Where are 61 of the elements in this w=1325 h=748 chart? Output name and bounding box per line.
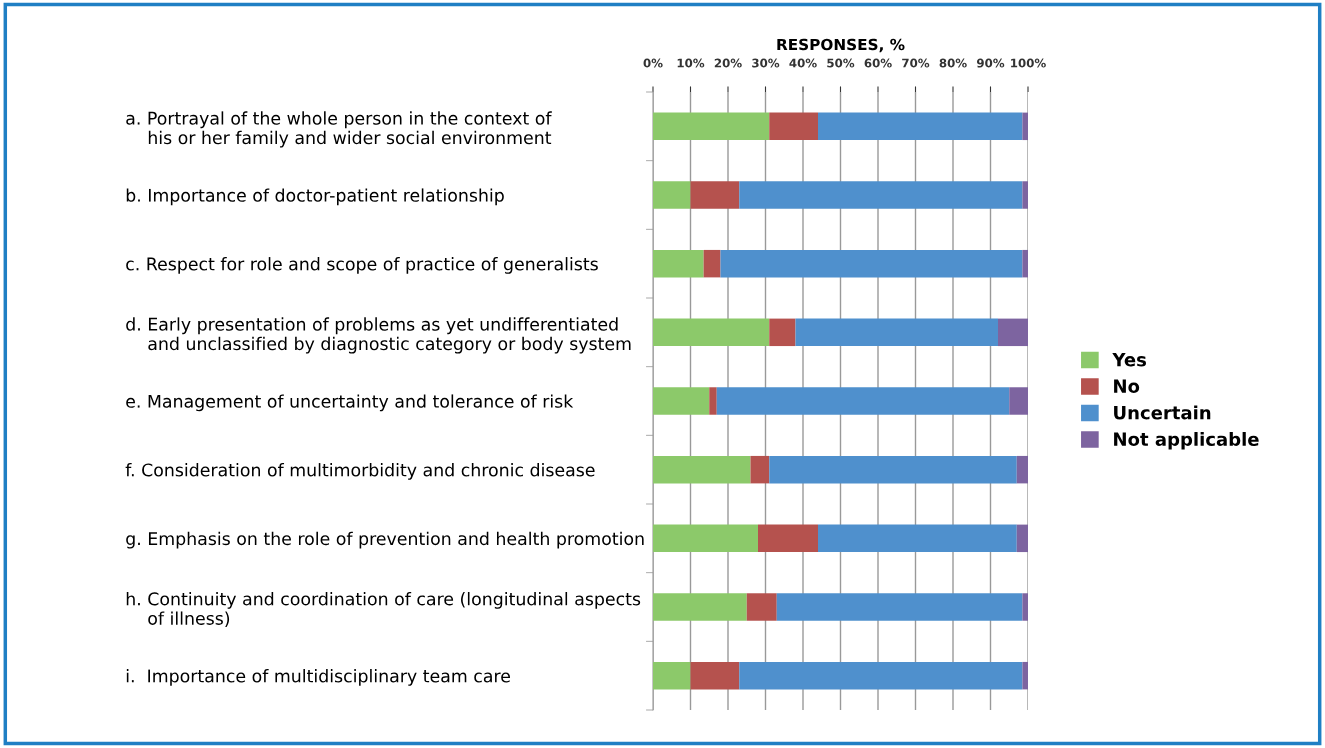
x-tick-label: 100% [1011, 58, 1046, 68]
bar [750, 455, 770, 484]
bar [1016, 524, 1028, 553]
bar [1022, 661, 1028, 690]
y-tick-label: i. Importance of multidisciplinary team care [126, 669, 510, 686]
x-tick-label: 60% [864, 58, 892, 68]
y-tick-label: d. Early presentation of problems as yet undifferentiated and unclassified by diagnostic category or body system [126, 317, 631, 354]
x-tick-label: 30% [752, 58, 780, 68]
bar [739, 661, 1023, 690]
y-tick-label: g. Emphasis on the role of prevention and health promotion [126, 531, 644, 549]
bar [769, 112, 818, 141]
bar [1022, 249, 1028, 278]
legend-label: Yes [1112, 353, 1147, 367]
bar [758, 524, 818, 553]
y-tick-label: a. Portrayal of the whole person in the context of his or her family and wider social environment [126, 111, 552, 148]
y-tick-label: b. Importance of doctor-patient relationship [126, 188, 504, 206]
bar [818, 524, 1017, 553]
bar [653, 661, 691, 690]
y-tick-label: f. Consideration of multimorbidity and chronic disease [125, 463, 595, 480]
y-tick-label: e. Management of uncertainty and tolerance of risk [126, 394, 574, 412]
bar [1022, 593, 1028, 621]
x-tick-label: 80% [939, 58, 967, 68]
y-tick-label: c. Respect for role and scope of practice of generalists [126, 257, 598, 274]
bar [653, 593, 747, 621]
bar [776, 593, 1023, 621]
bar [703, 249, 721, 278]
bar [653, 249, 704, 278]
x-tick-label: 40% [789, 58, 817, 68]
bar [818, 112, 1023, 141]
x-tick-label: 10% [677, 58, 705, 68]
bar [690, 661, 740, 690]
bar [795, 318, 998, 347]
bar [998, 318, 1028, 347]
x-tick-label: 20% [714, 58, 742, 68]
bar [769, 318, 796, 347]
legend-label: Uncertain [1114, 405, 1211, 420]
bar [1009, 387, 1028, 415]
x-tick-label: 0% [643, 58, 663, 68]
bar [653, 181, 691, 209]
y-tick-label: h. Continuity and coordination of care (longitudinal aspects of illness) [126, 592, 641, 627]
legend-label: Not applicable [1114, 432, 1259, 450]
bar [653, 387, 710, 415]
bar [739, 181, 1023, 209]
legend-label: No [1114, 379, 1140, 393]
bar [690, 181, 740, 209]
bar [746, 593, 777, 621]
x-tick-label: 70% [902, 58, 930, 68]
bar [653, 455, 751, 484]
bar [720, 249, 1023, 278]
x-tick-label: 50% [827, 58, 855, 68]
bar [653, 112, 770, 141]
bar [769, 455, 1017, 484]
bar [709, 387, 717, 415]
x-axis-title: RESPONSES, % [777, 38, 905, 53]
bar [653, 524, 758, 553]
bar [716, 387, 1010, 415]
bar [1022, 181, 1028, 209]
x-tick-label: 90% [976, 58, 1005, 68]
bar [1022, 112, 1028, 141]
bar [653, 318, 770, 347]
bar [1016, 455, 1028, 484]
